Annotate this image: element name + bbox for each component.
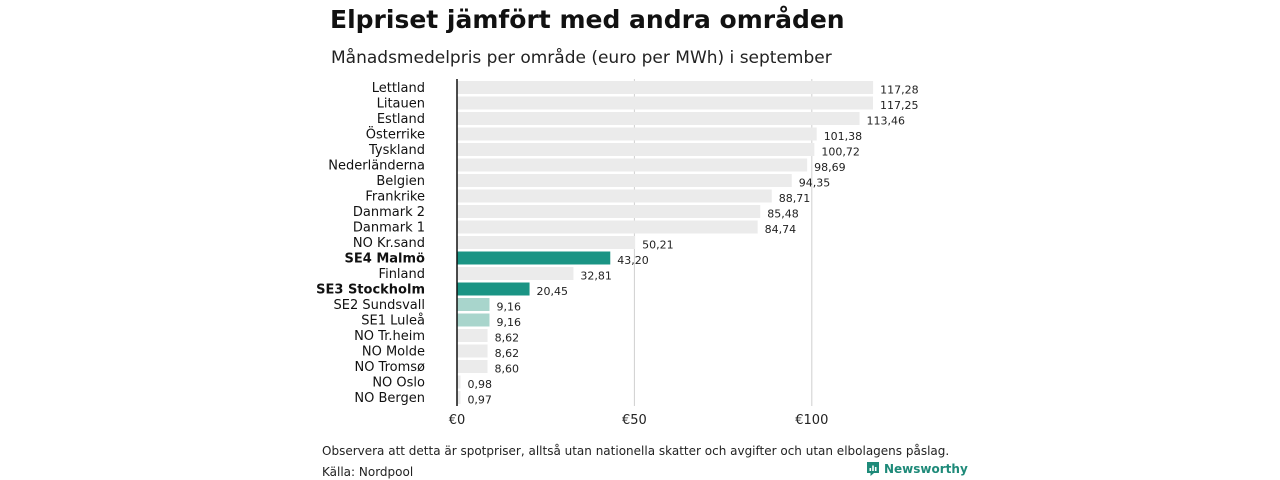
bar-chart: LettlandLitauenEstlandÖsterrikeTysklandN… <box>316 79 919 428</box>
value-label: 32,81 <box>580 270 612 283</box>
newsworthy-logo-icon <box>866 461 880 477</box>
brand-logo[interactable]: Newsworthy <box>866 461 968 477</box>
bar <box>457 112 860 125</box>
category-label: Österrike <box>366 126 425 143</box>
bar <box>457 236 636 249</box>
category-label: Tyskland <box>368 143 425 158</box>
bars <box>457 81 874 404</box>
category-label: Estland <box>377 112 425 127</box>
bar <box>457 329 488 342</box>
value-label: 9,16 <box>496 301 521 314</box>
bar <box>457 267 574 280</box>
category-label: SE1 Luleå <box>361 314 425 329</box>
value-label: 50,21 <box>642 239 674 252</box>
bar <box>457 81 874 94</box>
category-label: SE3 Stockholm <box>316 283 425 298</box>
x-tick-label: €50 <box>622 413 647 428</box>
category-label: SE2 Sundsvall <box>333 298 425 313</box>
category-label: Finland <box>379 267 425 282</box>
value-label: 117,25 <box>880 99 919 112</box>
value-label: 113,46 <box>867 115 906 128</box>
category-label: Nederländerna <box>328 159 425 174</box>
category-label: NO Oslo <box>372 376 425 391</box>
category-label: NO Tr.heim <box>354 329 425 344</box>
bar <box>457 282 530 296</box>
category-label: NO Molde <box>362 345 425 360</box>
category-label: NO Kr.sand <box>353 236 425 251</box>
bar <box>457 189 772 203</box>
bar <box>457 360 488 373</box>
value-label: 84,74 <box>765 223 797 236</box>
bar <box>457 298 490 311</box>
bar <box>457 96 874 110</box>
value-label: 101,38 <box>824 130 863 143</box>
value-label: 100,72 <box>821 146 860 159</box>
bar <box>457 205 761 218</box>
category-label: Belgien <box>376 174 425 189</box>
category-label: Litauen <box>377 97 425 112</box>
category-labels: LettlandLitauenEstlandÖsterrikeTysklandN… <box>316 81 425 406</box>
bar <box>457 251 611 265</box>
value-label: 20,45 <box>537 285 569 298</box>
value-label: 117,28 <box>880 84 919 97</box>
footnote: Observera att detta är spotpriser, allts… <box>322 444 950 458</box>
value-label: 43,20 <box>617 254 649 267</box>
value-label: 88,71 <box>779 192 811 205</box>
value-label: 8,60 <box>495 363 520 376</box>
value-label: 8,62 <box>495 347 519 360</box>
bar <box>457 143 815 156</box>
x-axis-tick-labels: €0 €50 €100 <box>449 413 829 428</box>
chart-title: Elpriset jämfört med andra områden <box>330 5 845 34</box>
category-label: Danmark 2 <box>353 205 425 220</box>
value-label: 0,98 <box>467 378 492 391</box>
bar <box>457 313 490 327</box>
category-label: NO Bergen <box>354 391 425 406</box>
bar <box>457 344 488 358</box>
bar <box>457 375 461 389</box>
category-label: SE4 Malmö <box>345 252 426 267</box>
category-label: Frankrike <box>365 190 425 205</box>
value-label: 8,62 <box>495 332 519 345</box>
category-label: Danmark 1 <box>353 221 425 236</box>
bar <box>457 127 817 141</box>
x-tick-label: €100 <box>795 413 828 428</box>
value-label: 0,97 <box>467 394 492 407</box>
bar <box>457 220 758 234</box>
source-note: Källa: Nordpool <box>322 465 414 479</box>
bar <box>457 174 792 187</box>
value-label: 85,48 <box>767 208 799 221</box>
chart-subtitle: Månadsmedelpris per område (euro per MWh… <box>331 48 832 68</box>
value-label: 94,35 <box>799 177 831 190</box>
bar <box>457 391 461 404</box>
brand-name: Newsworthy <box>884 462 968 476</box>
value-labels: 117,28 117,25 113,46 101,38 100,72 98,69 94,35… <box>467 84 918 407</box>
bar <box>457 158 808 172</box>
value-label: 98,69 <box>814 161 846 174</box>
category-label: Lettland <box>372 81 425 96</box>
value-label: 9,16 <box>496 316 521 329</box>
category-label: NO Tromsø <box>354 360 425 375</box>
x-tick-label: €0 <box>449 413 466 428</box>
